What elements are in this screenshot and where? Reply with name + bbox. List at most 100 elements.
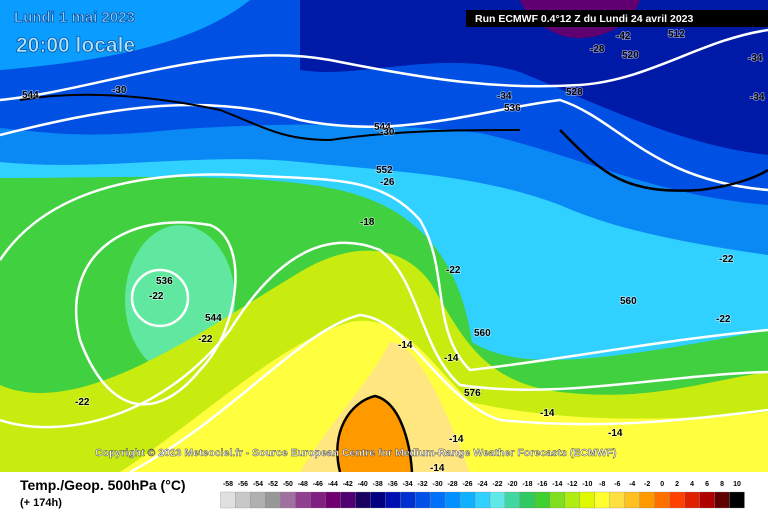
scale-swatch bbox=[519, 491, 536, 509]
map: 544 -30-34536528544-30552-26-18-22536-225… bbox=[0, 0, 768, 475]
contour-label: -34 bbox=[497, 91, 512, 102]
contour-label: -14 bbox=[540, 408, 555, 419]
contour-label: -14 bbox=[449, 434, 464, 445]
scale-swatch bbox=[684, 491, 700, 509]
scale-swatch bbox=[400, 491, 416, 509]
scale-label: -38 bbox=[373, 481, 383, 488]
contour-label: -22 bbox=[446, 265, 461, 276]
scale-swatch bbox=[429, 491, 446, 509]
scale-swatch bbox=[654, 491, 670, 509]
legend-title: Temp./Geop. 500hPa (°C) bbox=[20, 477, 186, 493]
temp-band bbox=[300, 0, 768, 155]
temp-band bbox=[0, 0, 250, 70]
contour-line bbox=[0, 28, 768, 102]
contour-label: -34 bbox=[748, 53, 763, 64]
contour-label: 552 bbox=[376, 165, 393, 176]
scale-swatch bbox=[579, 491, 595, 509]
scale-label: -34 bbox=[403, 481, 413, 488]
scale-swatch bbox=[474, 491, 491, 509]
scale-label: -14 bbox=[552, 481, 562, 488]
contour-label: -30 bbox=[112, 85, 127, 96]
scale-swatch bbox=[250, 491, 266, 509]
contour-label: -22 bbox=[75, 397, 90, 408]
scale-label: -44 bbox=[328, 481, 338, 488]
scale-swatch bbox=[489, 491, 506, 509]
scale-swatch bbox=[385, 491, 401, 509]
isotherm bbox=[559, 129, 768, 192]
scale-label: -56 bbox=[238, 481, 248, 488]
scale-swatch bbox=[504, 491, 521, 509]
contour-label: -26 bbox=[380, 177, 395, 188]
scale-label: 0 bbox=[660, 481, 664, 488]
contour-line bbox=[0, 241, 768, 429]
temp-band bbox=[337, 396, 412, 472]
scale-swatch bbox=[370, 491, 386, 509]
scale-swatch bbox=[414, 491, 431, 509]
scale-swatch bbox=[549, 491, 565, 509]
scale-swatch bbox=[325, 491, 341, 509]
scale-label: -50 bbox=[283, 481, 293, 488]
scale-label: 6 bbox=[705, 481, 709, 488]
scale-swatch bbox=[265, 491, 281, 509]
contour-label: -14 bbox=[398, 340, 413, 351]
contour-label: 536 bbox=[504, 103, 521, 114]
contour-label: -34 bbox=[750, 92, 765, 103]
contour-label: -22 bbox=[149, 291, 164, 302]
scale-label: -42 bbox=[343, 481, 353, 488]
scale-swatch bbox=[280, 491, 296, 509]
scale-swatch bbox=[639, 491, 655, 509]
scale-label: -36 bbox=[388, 481, 398, 488]
contour-line bbox=[74, 221, 237, 406]
contour-label: 536 bbox=[156, 276, 173, 287]
contour-label: -14 bbox=[444, 353, 459, 364]
copyright: Copyright © 2023 Meteociel.fr - Source E… bbox=[95, 447, 617, 459]
scale-label: -4 bbox=[629, 481, 635, 488]
color-scale: -58 -56 -54 -52 -50 -48 -46 -44 -42 -40 -38 -36 -34-… bbox=[220, 481, 745, 509]
scale-swatch bbox=[564, 491, 580, 509]
contour-label: -22 bbox=[716, 314, 731, 325]
contour-label: -18 bbox=[360, 217, 375, 228]
run-info: Run ECMWF 0.4°12 Z du Lundi 24 avril 202… bbox=[475, 13, 693, 25]
scale-label: -22 bbox=[492, 481, 502, 488]
scale-label: 8 bbox=[720, 481, 724, 488]
scale-label: -46 bbox=[313, 481, 323, 488]
scale-swatch bbox=[729, 491, 745, 509]
scale-swatch bbox=[340, 491, 356, 509]
scale-swatch bbox=[594, 491, 610, 509]
scale-label: -30 bbox=[433, 481, 443, 488]
scale-label: -24 bbox=[477, 481, 487, 488]
contour-label: 560 bbox=[474, 328, 491, 339]
contour-label: -14 bbox=[430, 463, 445, 474]
scale-label: -52 bbox=[268, 481, 278, 488]
contour-label: -30 bbox=[380, 127, 395, 138]
contour-line bbox=[0, 98, 768, 192]
contour-label: 544 bbox=[22, 90, 39, 101]
scale-swatch bbox=[534, 491, 551, 509]
contour-line bbox=[130, 268, 190, 328]
contour-line bbox=[0, 173, 768, 372]
contour-label: 544 bbox=[205, 313, 222, 324]
scale-label: -6 bbox=[614, 481, 620, 488]
scale-swatch bbox=[714, 491, 730, 509]
scale-label: -58 bbox=[223, 481, 233, 488]
scale-swatch bbox=[699, 491, 715, 509]
contour-label: -22 bbox=[198, 334, 213, 345]
contour-label: 512 bbox=[668, 29, 685, 40]
scale-swatch bbox=[669, 491, 685, 509]
contour-label: -28 bbox=[590, 44, 605, 55]
scale-label: 10 bbox=[733, 481, 741, 488]
contour-label: -42 bbox=[616, 31, 631, 42]
geopotential-contours bbox=[0, 28, 768, 474]
contour-label: 520 bbox=[622, 50, 639, 61]
contour-label: 560 bbox=[620, 296, 637, 307]
scale-label: 2 bbox=[675, 481, 679, 488]
forecast-time: 20:00 locale bbox=[16, 34, 135, 57]
scale-swatch bbox=[444, 491, 461, 509]
scale-swatch bbox=[295, 491, 311, 509]
scale-label: -26 bbox=[462, 481, 472, 488]
isotherm bbox=[336, 394, 414, 473]
contour-labels: 544 -30-34536528544-30552-26-18-22536-225… bbox=[21, 28, 765, 475]
scale-swatch bbox=[459, 491, 476, 509]
scale-label: -8 bbox=[599, 481, 605, 488]
